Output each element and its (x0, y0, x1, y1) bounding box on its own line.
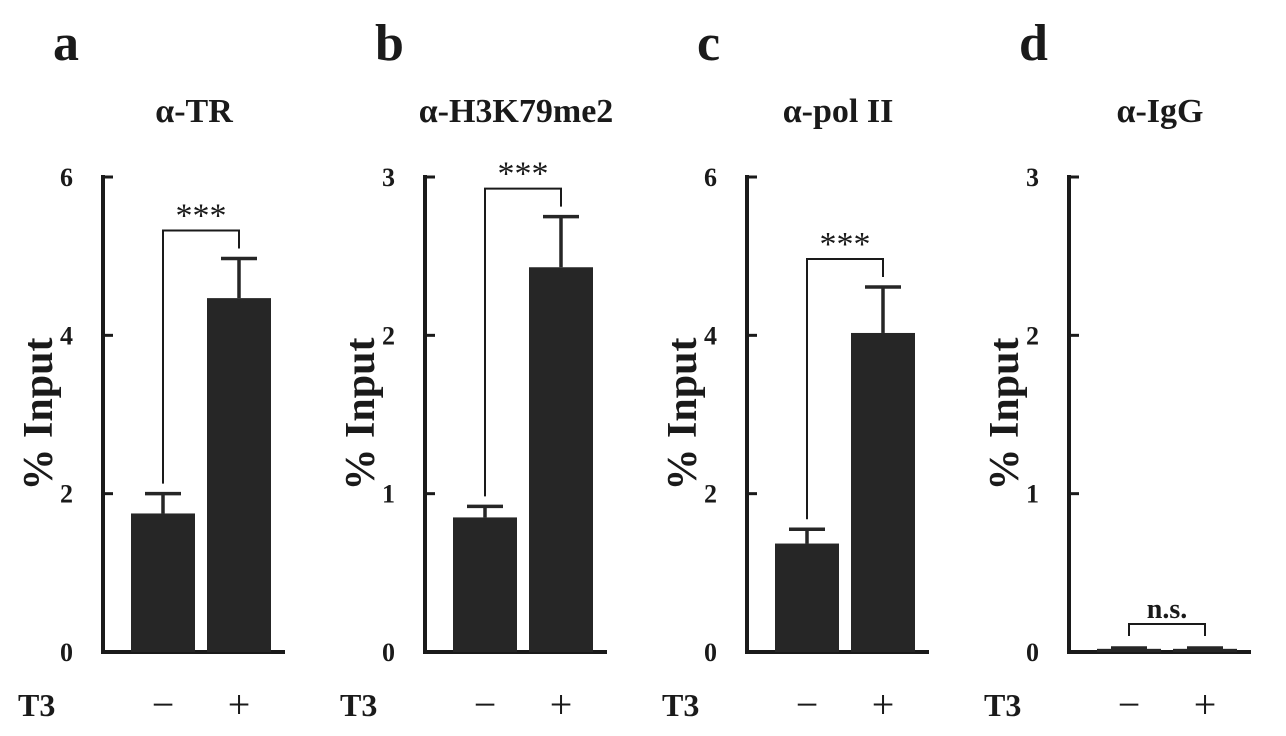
y-tick-label: 2 (704, 480, 717, 509)
x-axis-label: T3 (662, 687, 699, 723)
significance-label: *** (820, 226, 871, 263)
panel-title: α-H3K79me2 (419, 93, 614, 130)
bar-plus (851, 332, 915, 652)
y-tick-label: 1 (382, 480, 395, 509)
bar-plus (529, 267, 593, 652)
panel-letter: a (53, 15, 79, 72)
y-tick-label: 0 (704, 638, 717, 667)
bar-minus (131, 513, 195, 652)
category-label: + (550, 682, 573, 727)
bar-minus (453, 517, 517, 652)
significance-label: *** (498, 156, 549, 193)
category-label: − (474, 682, 497, 727)
bar-minus (1097, 648, 1161, 652)
panel-a: a α-TR % Input 0 2 4 6 *** T3 − + (16, 15, 285, 727)
panel-d: d α-IgG % Input 0 1 2 3 n.s. T3 − + (982, 15, 1251, 727)
x-axis-label: T3 (340, 687, 377, 723)
y-tick-label: 2 (1026, 321, 1039, 350)
y-axis-label: % Input (16, 338, 62, 491)
panel-c: c α-pol II % Input 0 2 4 6 *** T3 − + (660, 15, 929, 727)
y-axis-label: % Input (660, 338, 706, 491)
panel-letter: d (1019, 15, 1048, 72)
bar-minus (775, 543, 839, 652)
y-tick-label: 3 (382, 163, 395, 192)
category-label: − (152, 682, 175, 727)
category-label: + (872, 682, 895, 727)
y-tick-label: 3 (1026, 163, 1039, 192)
y-tick-label: 0 (382, 638, 395, 667)
y-axis-label: % Input (982, 338, 1028, 491)
y-tick-label: 1 (1026, 480, 1039, 509)
y-tick-label: 4 (60, 321, 73, 350)
significance-bracket (806, 258, 884, 520)
x-axis-label: T3 (984, 687, 1021, 723)
category-label: + (228, 682, 251, 727)
panel-letter: b (375, 15, 404, 72)
y-axis-label: % Input (338, 338, 384, 491)
significance-label: n.s. (1147, 594, 1187, 625)
y-tick-label: 0 (1026, 638, 1039, 667)
panel-letter: c (697, 15, 720, 72)
bar-plus (1173, 648, 1237, 652)
panel-title: α-IgG (1117, 93, 1204, 130)
significance-bracket (162, 229, 240, 484)
significance-bracket (484, 187, 562, 497)
y-tick-label: 0 (60, 638, 73, 667)
x-axis-label: T3 (18, 687, 55, 723)
y-tick-label: 6 (60, 163, 73, 192)
category-label: − (796, 682, 819, 727)
significance-label: *** (176, 198, 227, 235)
y-tick-label: 2 (60, 480, 73, 509)
category-label: − (1118, 682, 1141, 727)
panel-title: α-TR (155, 93, 233, 130)
bar-plus (207, 298, 271, 652)
significance-bracket (1128, 623, 1206, 636)
panel-title: α-pol II (783, 93, 894, 130)
y-tick-label: 4 (704, 321, 717, 350)
y-tick-label: 2 (382, 321, 395, 350)
panel-b: b α-H3K79me2 % Input 0 1 2 3 *** T3 − + (338, 15, 613, 727)
category-label: + (1194, 682, 1217, 727)
y-tick-label: 6 (704, 163, 717, 192)
